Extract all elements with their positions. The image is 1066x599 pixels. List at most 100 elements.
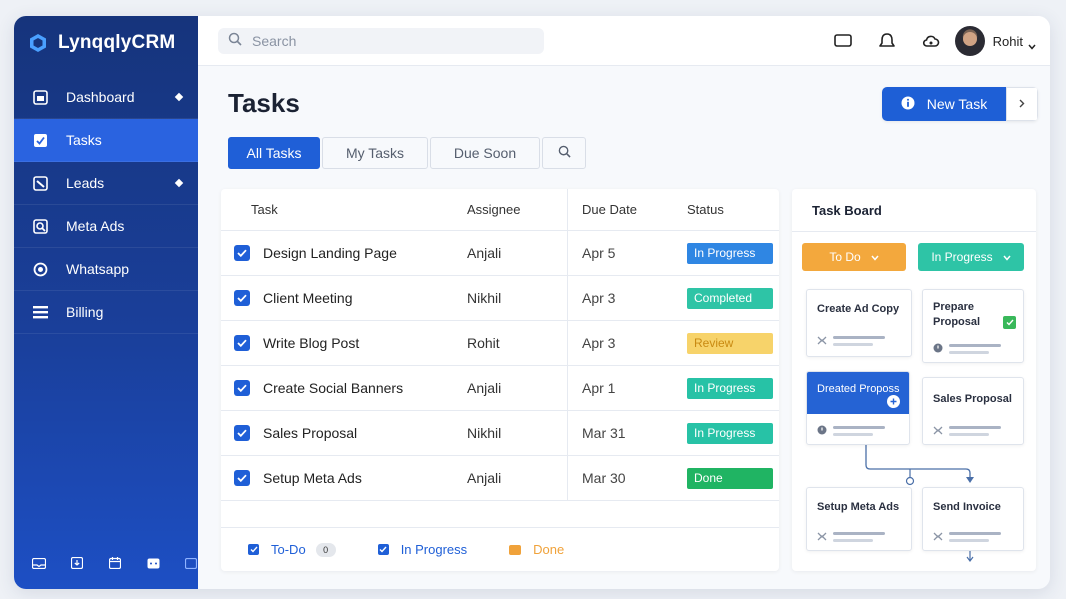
table-row[interactable]: Write Blog Post Rohit Apr 3 Review [221, 320, 779, 366]
sidebar-item-whatsapp[interactable]: Whatsapp [14, 248, 198, 291]
checkbox[interactable] [234, 470, 250, 486]
card-meta [817, 532, 885, 542]
new-task-menu-button[interactable] [1006, 87, 1038, 121]
tasks-icon [32, 132, 48, 148]
board-card[interactable]: Create Ad Copy [806, 289, 912, 357]
user-name[interactable]: Rohit [992, 33, 1023, 49]
task-name[interactable]: Setup Meta Ads [263, 470, 362, 486]
checkbox[interactable] [234, 335, 250, 351]
board-card[interactable]: Send Invoice [922, 487, 1024, 551]
brand-name: LynqqlyCRM [58, 32, 176, 53]
due-date-cell: Apr 5 [567, 230, 677, 276]
card-title: Setup Meta Ads [817, 501, 900, 513]
card-meta [933, 426, 1001, 436]
page-title: Tasks [228, 88, 300, 118]
table-row[interactable]: Sales Proposal Nikhil Mar 31 In Progress [221, 410, 779, 456]
cloud-icon[interactable] [909, 25, 953, 57]
add-icon[interactable] [887, 395, 900, 408]
inbox-icon[interactable] [32, 557, 46, 569]
task-cell: Client Meeting [221, 290, 453, 306]
table-header: Task Assignee Due Date Status [221, 188, 779, 231]
header-assignee[interactable]: Assignee [467, 202, 521, 217]
due-date-cell: Mar 31 [567, 410, 677, 456]
table-row[interactable]: Create Social Banners Anjali Apr 1 In Progr… [221, 365, 779, 411]
table-body: Design Landing Page Anjali Apr 5 In Progres… [221, 230, 779, 501]
link-icon [817, 528, 827, 546]
status-cell: In Progress [677, 242, 779, 264]
panel-icon[interactable] [184, 557, 198, 569]
sidebar-item-dashboard[interactable]: Dashboard [14, 76, 198, 119]
chat-icon[interactable] [146, 557, 160, 569]
table-row[interactable]: Design Landing Page Anjali Apr 5 In Progres… [221, 230, 779, 276]
chevron-right-icon [1019, 95, 1025, 113]
tab-my-tasks[interactable]: My Tasks [322, 137, 428, 169]
clock-icon [817, 422, 827, 440]
header-status[interactable]: Status [687, 202, 724, 217]
header-due-date[interactable]: Due Date [567, 188, 677, 231]
task-board: Task Board To Do In Progress Create Ad C… [792, 189, 1036, 571]
sidebar-bottom-bar [32, 557, 198, 569]
legend-count: 0 [315, 542, 336, 557]
table-row[interactable]: Client Meeting Nikhil Apr 3 Completed [221, 275, 779, 321]
link-icon [817, 332, 827, 350]
download-icon[interactable] [70, 557, 84, 569]
marker-icon [174, 178, 184, 188]
checkbox[interactable] [234, 380, 250, 396]
task-cell: Create Social Banners [221, 380, 453, 396]
status-badge: Review [687, 332, 773, 354]
column-todo-button[interactable]: To Do [802, 243, 906, 271]
bell-icon[interactable] [865, 25, 909, 57]
new-task-button-group: New Task [882, 87, 1038, 121]
task-name[interactable]: Client Meeting [263, 290, 353, 306]
board-card[interactable]: Sales Proposal [922, 377, 1024, 445]
sidebar-item-leads[interactable]: Leads [14, 162, 198, 205]
task-name[interactable]: Write Blog Post [263, 335, 360, 351]
column-label: To Do [829, 250, 861, 264]
due-date-cell: Mar 30 [567, 455, 677, 501]
avatar[interactable] [954, 26, 985, 56]
link-icon [933, 422, 943, 440]
chevron-down-icon[interactable] [1028, 37, 1036, 50]
brand[interactable]: LynqqlyCRM [28, 30, 175, 56]
tab-search-button[interactable] [542, 137, 586, 169]
assignee-cell: Rohit [467, 335, 500, 351]
checkbox[interactable] [234, 245, 250, 261]
sidebar-item-tasks[interactable]: Tasks [14, 119, 198, 162]
message-icon[interactable] [821, 25, 865, 57]
board-card[interactable]: Prepare Proposal [922, 289, 1024, 363]
board-connectors [865, 445, 974, 562]
sidebar-item-billing[interactable]: Billing [14, 291, 198, 334]
board-card[interactable]: Setup Meta Ads [806, 487, 912, 551]
calendar-icon[interactable] [108, 557, 122, 569]
sidebar-item-meta-ads[interactable]: Meta Ads [14, 205, 198, 248]
task-name[interactable]: Create Social Banners [263, 380, 404, 396]
new-task-button[interactable]: New Task [882, 87, 1006, 121]
assignee-cell: Nikhil [467, 425, 502, 441]
assignee-cell: Anjali [467, 380, 502, 396]
card-meta [933, 532, 1001, 542]
search-input[interactable] [252, 33, 522, 49]
status-badge: Completed [687, 287, 773, 309]
tab-all-tasks[interactable]: All Tasks [228, 137, 320, 169]
marker-icon [174, 92, 184, 102]
board-card-selected[interactable]: Dreated Proposs [806, 371, 910, 445]
checkbox[interactable] [234, 290, 250, 306]
legend-done[interactable]: Done [509, 542, 564, 557]
card-meta [933, 343, 1001, 354]
card-meta [817, 336, 885, 346]
tab-due-soon[interactable]: Due Soon [430, 137, 540, 169]
card-title: Send Invoice [933, 501, 1001, 513]
assignee-cell: Anjali [467, 245, 502, 261]
sidebar-item-label: Whatsapp [66, 261, 130, 277]
legend-todo[interactable]: To-Do 0 [248, 542, 336, 557]
header-task[interactable]: Task [251, 202, 278, 217]
legend-in-progress[interactable]: In Progress [377, 542, 467, 557]
task-name[interactable]: Design Landing Page [263, 245, 397, 261]
search-box[interactable] [218, 28, 544, 54]
table-row[interactable]: Setup Meta Ads Anjali Mar 30 Done [221, 455, 779, 501]
task-cell: Write Blog Post [221, 335, 453, 351]
column-in-progress-button[interactable]: In Progress [918, 243, 1024, 271]
sidebar: LynqqlyCRM Dashboard Tasks Leads Meta Ad… [14, 16, 198, 589]
task-name[interactable]: Sales Proposal [263, 425, 358, 441]
checkbox[interactable] [234, 425, 250, 441]
